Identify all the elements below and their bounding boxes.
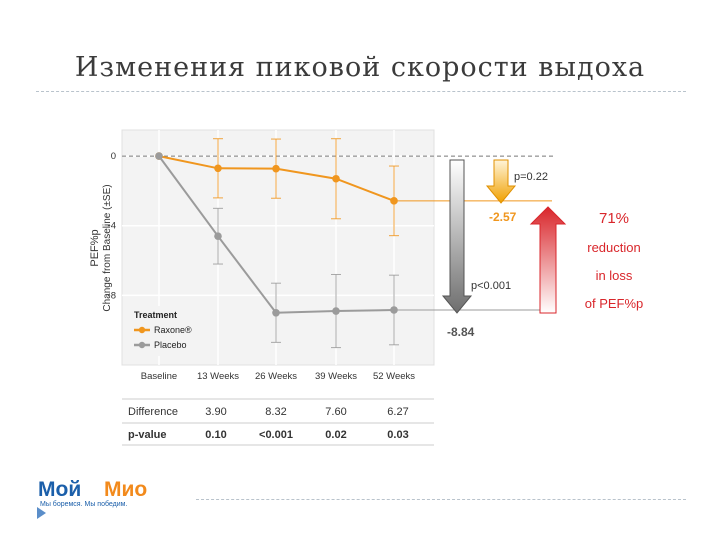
x-tick-label-0: Baseline [141,371,177,382]
x-tick-label-3: 39 Weeks [315,371,357,382]
reduction-text-line3: of PEF%p [585,296,644,311]
x-tick-label-4: 52 Weeks [373,371,415,382]
table-row-label-difference: Difference [128,406,178,418]
table-cell-pvalue-0: 0.10 [205,429,226,441]
placebo-endpoint-label: -8.84 [447,325,475,339]
data-point-placebo-2 [272,308,280,317]
placebo-decline-arrow [441,159,473,314]
x-tick-labels: Baseline 13 Weeks 26 Weeks 39 Weeks 52 Weeks [141,371,416,382]
reduction-text-line2: in loss [596,268,633,283]
reduction-arrow [529,206,567,314]
legend-label-raxone: Raxone® [154,325,192,335]
legend: Treatment Raxone® Placebo [126,306,198,356]
logo-tagline: Мы боремся. Мы победим. [40,500,127,508]
y-tick-label-1: -4 [108,221,116,232]
p-value-placebo: p<0.001 [471,280,511,292]
legend-marker-placebo [138,341,146,349]
table-cell-pvalue-1: <0.001 [259,429,293,441]
reduction-text-line1: reduction [587,240,640,255]
series-raxone [155,138,399,237]
legend-label-placebo: Placebo [154,340,187,350]
table-cell-difference-3: 6.27 [387,406,408,418]
p-value-raxone: p=0.22 [514,171,548,183]
x-tick-label-1: 13 Weeks [197,371,239,382]
reduction-percent: 71% [599,210,629,227]
moymio-logo: Мой Мио Мы боремся. Мы победим. [38,478,147,508]
logo-word-mio: Мио [104,478,147,501]
raxone-endpoint-label: -2.57 [489,210,517,224]
y-tick-labels: 0 -4 -8 [108,151,116,301]
x-tick-label-2: 26 Weeks [255,371,297,382]
bullet-arrow-icon [37,507,46,519]
y-tick-label-0: 0 [111,151,116,162]
slide-title: Изменения пиковой скорости выдоха [74,52,646,83]
data-point-placebo-4 [390,306,398,314]
y-axis-label-line1: PEF%p [89,229,101,266]
data-point-placebo-1 [214,232,222,240]
legend-marker-raxone [138,326,146,334]
table-cell-difference-2: 7.60 [325,406,346,418]
data-point-raxone-1 [214,164,222,173]
data-point-raxone-2 [272,164,280,173]
table-cell-pvalue-3: 0.03 [387,429,408,441]
footer-divider [196,499,686,500]
stats-table: Difference p-value 3.90 8.32 7.60 6.27 0.10 <… [122,398,434,446]
table-cell-pvalue-2: 0.02 [325,429,346,441]
title-divider [36,91,686,92]
data-point-placebo-0 [155,152,163,160]
y-tick-label-2: -8 [108,290,116,301]
logo-word-moy: Мой [38,478,81,501]
legend-title: Treatment [134,310,177,320]
data-point-placebo-3 [332,307,340,315]
table-cell-difference-1: 8.32 [265,406,286,418]
table-cell-difference-0: 3.90 [205,406,226,418]
raxone-decline-arrow [485,159,517,204]
series-placebo [155,152,399,349]
data-point-raxone-4 [390,197,398,205]
table-row-label-pvalue: p-value [128,429,167,441]
series-layer [155,138,399,349]
y-axis-label-line2: Change from Baseline (±SE) [102,184,113,311]
data-point-raxone-3 [332,174,340,183]
